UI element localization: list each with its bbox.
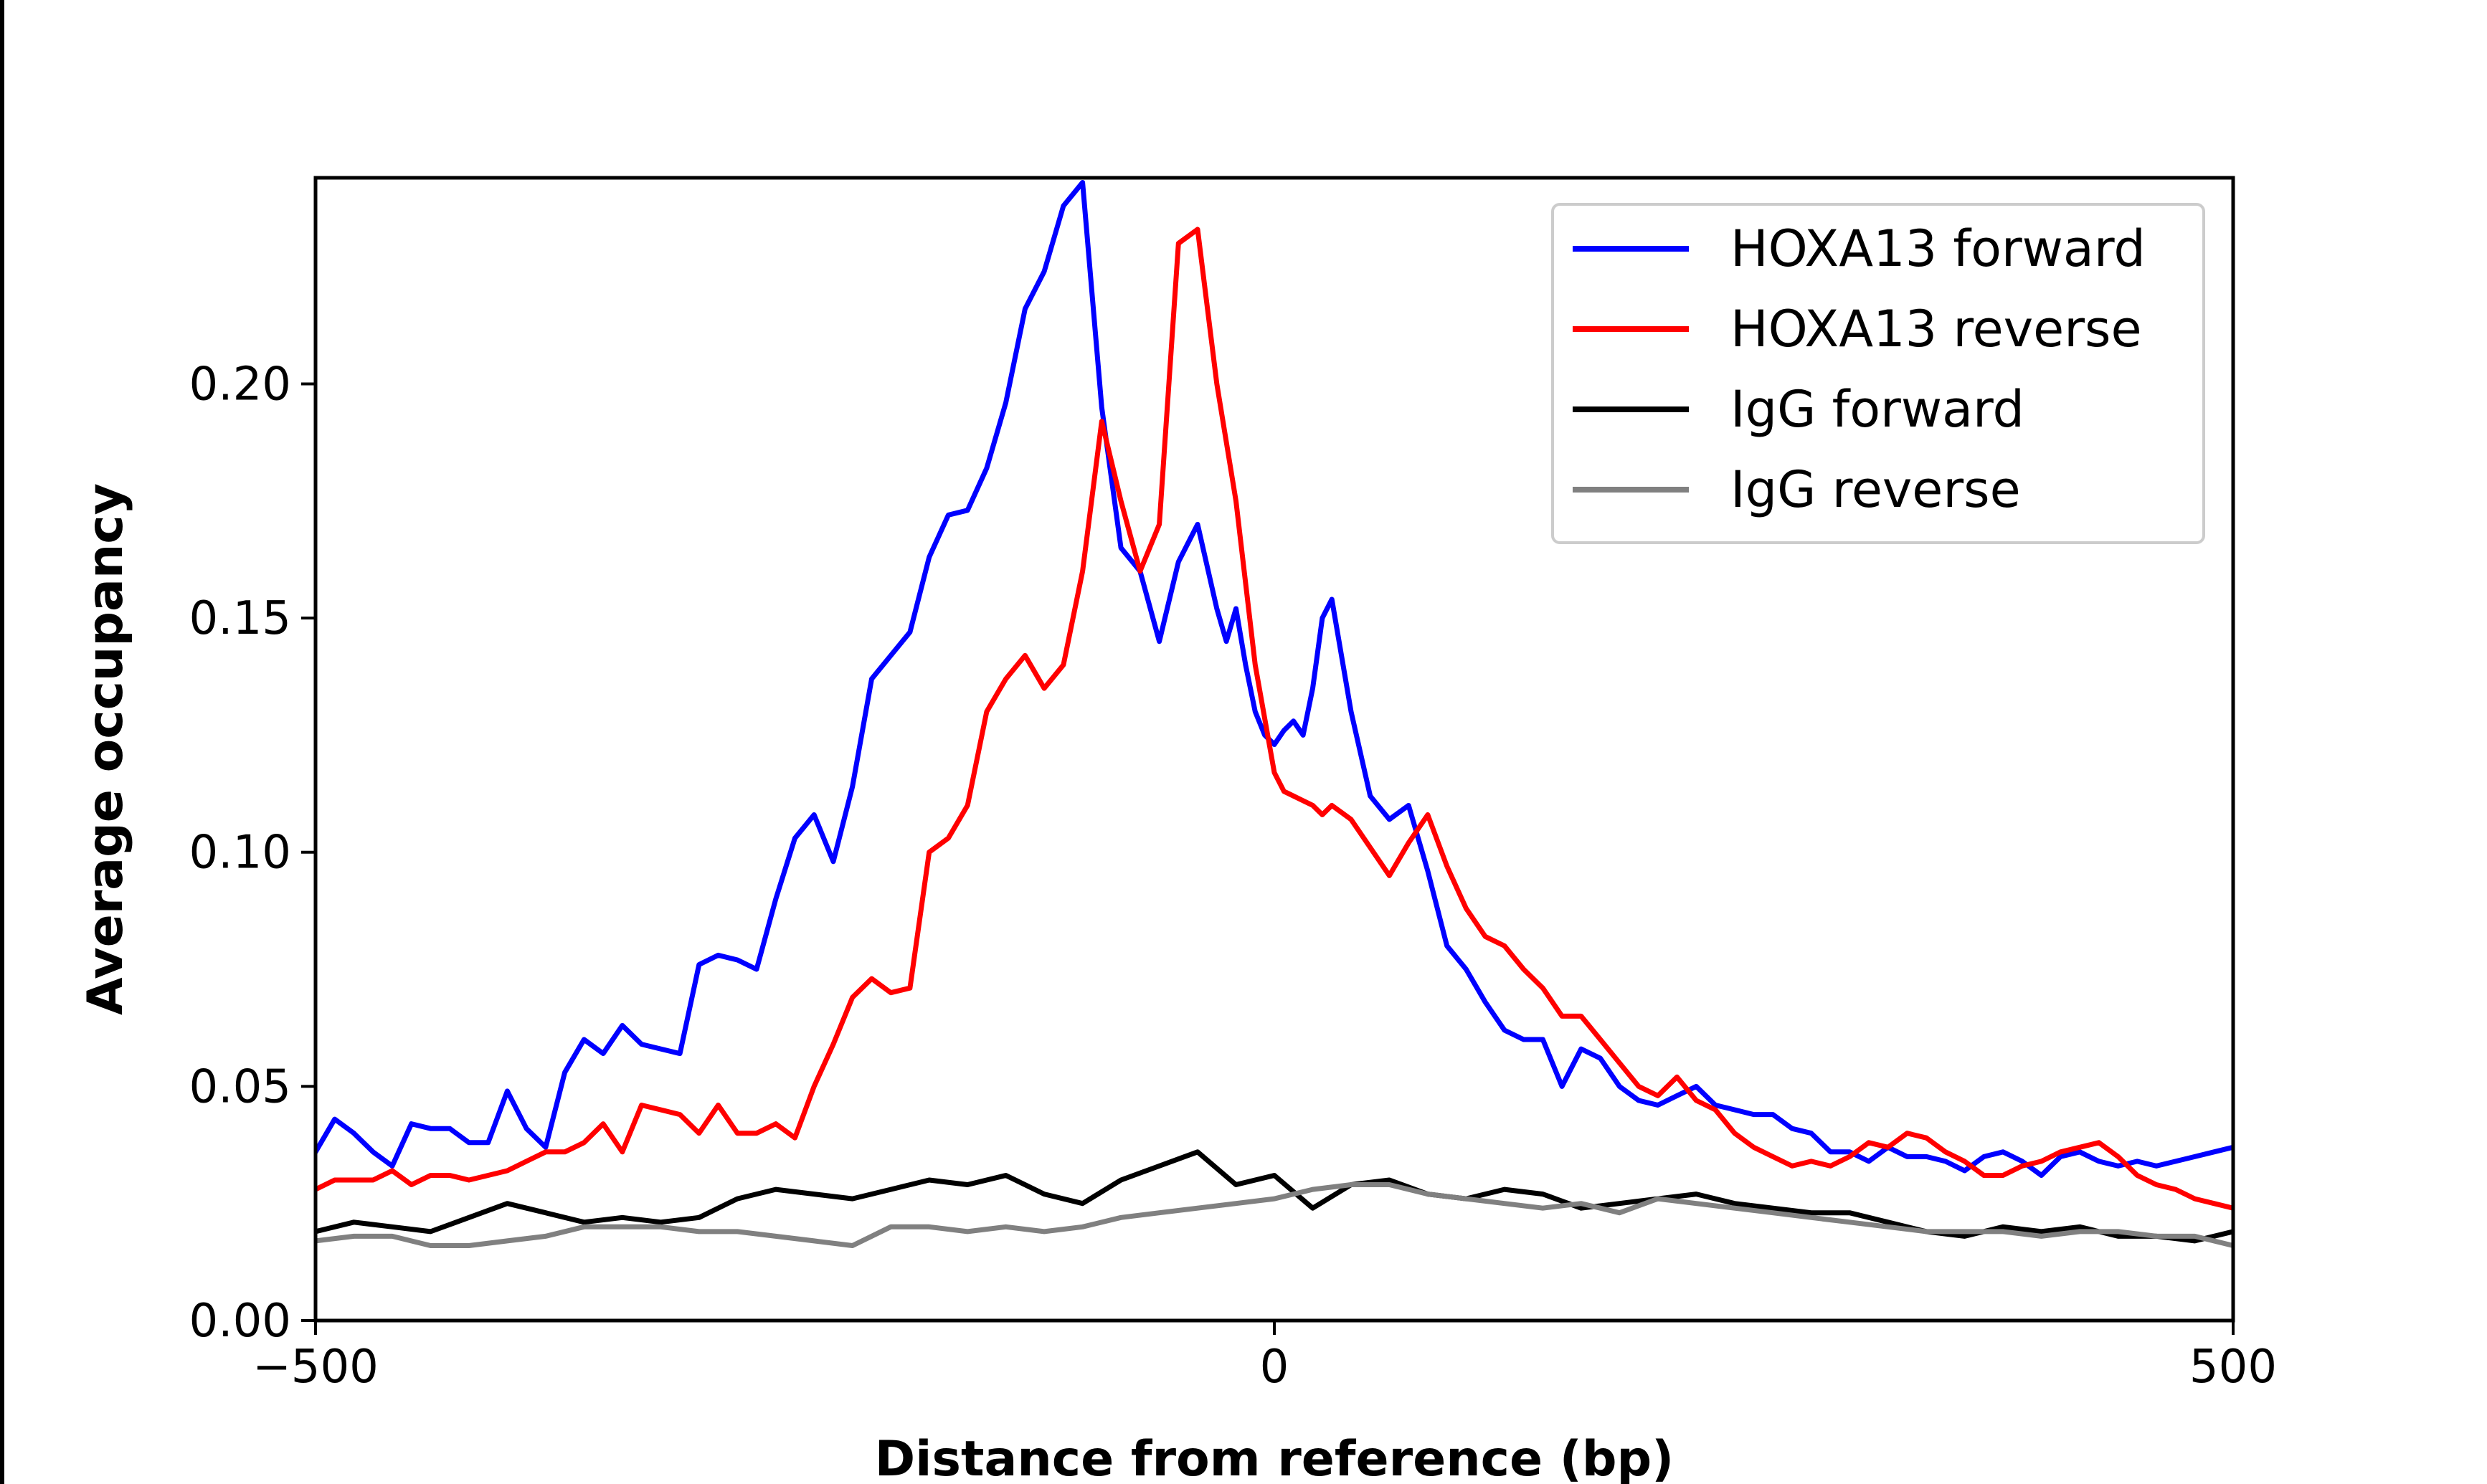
- y-tick-label: 0.00: [189, 1295, 292, 1348]
- series-line-2: [316, 227, 2233, 1211]
- legend-label: HOXA13 forward: [1730, 219, 2146, 278]
- x-tick-label: 0: [1260, 1341, 1289, 1394]
- legend-label: IgG forward: [1730, 380, 2024, 439]
- x-axis-label: Distance from reference (bp): [875, 1431, 1674, 1484]
- y-tick-label: 0.15: [189, 592, 292, 645]
- legend-label: HOXA13 reverse: [1730, 300, 2142, 358]
- y-tick-label: 0.20: [189, 358, 292, 411]
- ticks-layer: −500 0 500 0.00 0.05 0.10 0.15 0.20: [189, 358, 2278, 1394]
- legend-label: IgG reverse: [1730, 460, 2021, 519]
- series-line-1: [316, 180, 2233, 1178]
- left-border: [0, 0, 4, 1484]
- x-tick-label: −500: [252, 1341, 379, 1394]
- x-tick-label: 500: [2189, 1341, 2277, 1394]
- legend: HOXA13 forward HOXA13 reverse IgG forward I…: [1551, 203, 2205, 544]
- series-layer: [316, 180, 2233, 1248]
- y-tick-label: 0.10: [189, 827, 292, 880]
- series-line-4: [316, 1182, 2233, 1248]
- y-axis-label: Average occupancy: [77, 483, 134, 1015]
- legend-box: [1551, 203, 2205, 544]
- y-tick-label: 0.05: [189, 1060, 292, 1113]
